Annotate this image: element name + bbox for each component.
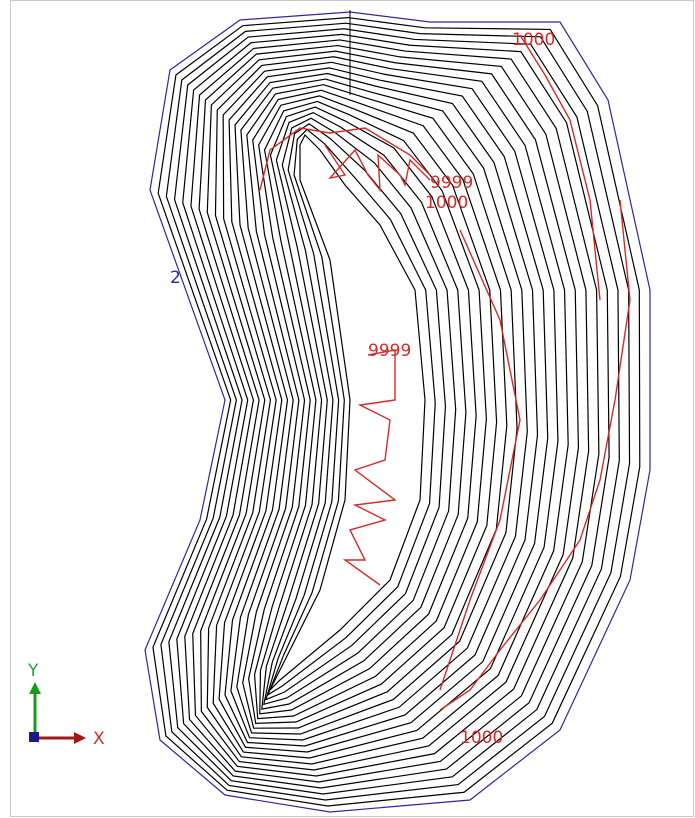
contour-line: [200, 50, 580, 771]
red-line: [439, 199, 631, 711]
contour-line: [168, 28, 620, 795]
contour-line: [184, 39, 600, 783]
viewport-frame: [10, 0, 694, 817]
contour-line: [192, 44, 590, 777]
contour-line: [152, 16, 641, 807]
red-contours: [259, 34, 631, 711]
red-line: [324, 144, 431, 193]
contour-line: [264, 123, 447, 701]
contour-line: [230, 78, 528, 741]
contour-line: [160, 22, 631, 801]
contour-line: [224, 72, 539, 747]
contour-line: [269, 133, 426, 691]
contour-line: [242, 89, 508, 729]
contour-label: 9999: [368, 341, 411, 361]
contour-line: [236, 84, 518, 735]
contour-line: [218, 67, 549, 753]
contour-line: [176, 33, 610, 789]
contour-line: [263, 117, 457, 706]
contour-line: [259, 106, 477, 715]
contour-label: 9999: [430, 173, 473, 193]
x-arrow-head: [74, 732, 86, 744]
y-arrow-head: [29, 682, 41, 694]
red-line: [439, 229, 521, 691]
contour-line: [248, 95, 498, 725]
contour-label: 1000: [512, 30, 555, 50]
contour-label: 1000: [460, 728, 503, 748]
contour-line: [206, 56, 569, 765]
origin-box: [29, 732, 39, 742]
contour-line: [212, 61, 559, 759]
x-axis-label: X: [93, 729, 105, 749]
contour-line: [266, 128, 436, 697]
boundary-label: 2: [170, 268, 181, 288]
y-axis-label: Y: [27, 661, 39, 681]
contour-label: 1000: [425, 193, 468, 213]
axis-icon: Y X: [27, 661, 105, 749]
contour-line: [261, 111, 467, 710]
contour-lines: [144, 11, 651, 813]
red-line: [259, 127, 431, 191]
red-line: [519, 34, 601, 301]
boundary-line: [144, 11, 651, 813]
red-line: [342, 349, 397, 586]
contour-line: [253, 100, 487, 720]
